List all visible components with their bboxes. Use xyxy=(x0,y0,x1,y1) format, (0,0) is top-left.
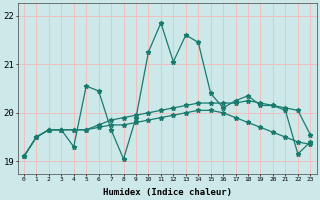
X-axis label: Humidex (Indice chaleur): Humidex (Indice chaleur) xyxy=(103,188,232,197)
